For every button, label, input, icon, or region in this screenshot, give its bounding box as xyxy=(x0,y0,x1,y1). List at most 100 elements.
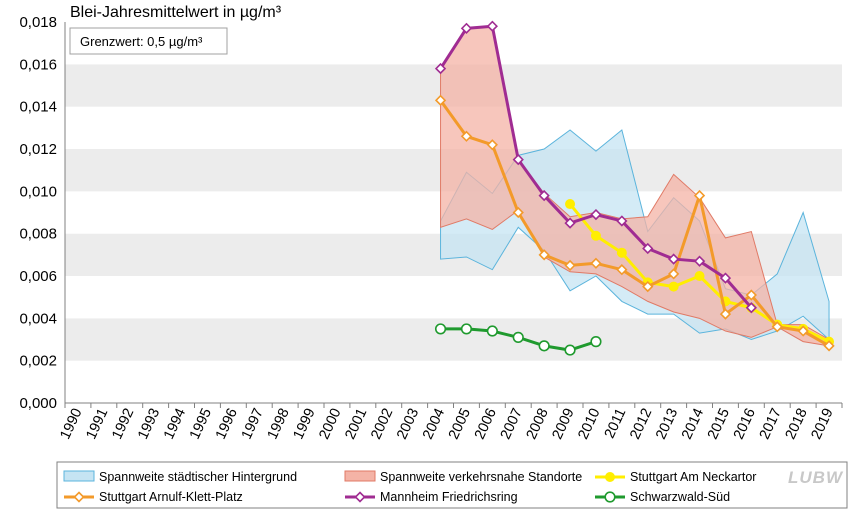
y-tick-label: 0,000 xyxy=(19,395,57,412)
x-tick-label: 2017 xyxy=(757,406,785,442)
y-tick-label: 0,008 xyxy=(19,226,57,243)
legend-swatch xyxy=(344,470,376,482)
data-point xyxy=(590,257,602,269)
legend-box xyxy=(56,461,848,509)
series-schwarzwald-s-d xyxy=(434,323,602,356)
data-point xyxy=(719,272,732,284)
data-point xyxy=(486,325,498,337)
data-point xyxy=(538,340,550,352)
legend-item: Stuttgart Am Neckartor xyxy=(595,470,756,484)
x-tick-label: 2018 xyxy=(783,406,811,442)
y-tick-label: 0,002 xyxy=(19,353,57,370)
legend-item: Spannweite städtischer Hintergrund xyxy=(63,470,297,484)
y-tick-label: 0,004 xyxy=(19,310,57,327)
data-point xyxy=(564,344,576,356)
data-point xyxy=(604,491,616,503)
data-point xyxy=(616,215,628,227)
data-point xyxy=(564,217,576,229)
x-tick-label: 1992 xyxy=(109,406,137,442)
x-tick-labels: 1990199119921993199419951996199719981999… xyxy=(57,406,836,442)
data-point xyxy=(486,139,498,151)
threshold-note: Grenzwert: 0,5 µg/m³ xyxy=(69,27,228,55)
data-point xyxy=(538,249,550,261)
data-point xyxy=(460,130,473,142)
data-point xyxy=(668,281,679,292)
data-point xyxy=(434,94,447,106)
series-stuttgart-arnulf-klett-platz xyxy=(434,94,835,352)
x-tick-label: 2009 xyxy=(550,406,578,442)
legend-label: Spannweite städtischer Hintergrund xyxy=(99,470,297,484)
data-point xyxy=(693,255,706,267)
x-tick-label: 2014 xyxy=(679,406,707,442)
threshold-note-text: Grenzwert: 0,5 µg/m³ xyxy=(80,34,203,49)
data-point xyxy=(512,331,524,343)
data-point xyxy=(538,189,550,202)
series-mannheim-friedrichsring xyxy=(434,20,757,314)
x-tick-label: 1993 xyxy=(135,406,163,442)
data-point xyxy=(605,472,615,482)
x-tick-label: 2003 xyxy=(394,406,422,442)
data-point xyxy=(590,336,602,348)
data-point xyxy=(512,153,524,166)
legend-label: Schwarzwald-Süd xyxy=(630,490,730,504)
x-tick-label: 2019 xyxy=(809,406,837,442)
data-point xyxy=(434,323,447,335)
series-line xyxy=(439,98,831,348)
legend-label: Stuttgart Am Neckartor xyxy=(630,470,756,484)
x-tick-label: 2001 xyxy=(342,406,370,442)
y-tick-label: 0,012 xyxy=(19,141,57,158)
y-tick-label: 0,010 xyxy=(19,183,57,200)
data-point xyxy=(354,491,366,503)
data-point xyxy=(590,208,602,221)
x-tick-label: 1994 xyxy=(161,406,189,442)
legend-items: Spannweite städtischer Hintergrund Spannw… xyxy=(63,470,756,504)
data-point xyxy=(668,268,680,280)
data-point xyxy=(694,271,705,281)
series-lines xyxy=(434,20,835,356)
x-tick-label: 2012 xyxy=(627,406,655,442)
x-tick-label: 2002 xyxy=(368,406,396,442)
x-tick-label: 2010 xyxy=(575,406,603,442)
data-point xyxy=(668,253,680,265)
x-tick-label: 1997 xyxy=(239,406,267,442)
data-point xyxy=(460,323,473,335)
data-point xyxy=(693,189,706,202)
x-tick-label: 1991 xyxy=(83,406,111,442)
data-point xyxy=(73,491,85,503)
x-tick-label: 2015 xyxy=(705,406,733,442)
data-point xyxy=(460,22,473,34)
chart-title: Blei-Jahresmittelwert in µg/m³ xyxy=(70,4,282,21)
legend-label: Stuttgart Arnulf-Klett-Platz xyxy=(99,490,243,504)
data-point xyxy=(745,289,757,301)
x-tick-label: 1999 xyxy=(291,406,319,442)
legend-label: Mannheim Friedrichsring xyxy=(380,490,518,504)
y-tick-label: 0,014 xyxy=(19,99,57,116)
y-tick-label: 0,018 xyxy=(19,14,57,31)
x-tick-label: 2005 xyxy=(446,406,474,442)
axes xyxy=(64,22,843,408)
legend-item: Stuttgart Arnulf-Klett-Platz xyxy=(64,490,243,504)
data-point xyxy=(642,242,654,255)
x-tick-label: 2013 xyxy=(653,406,681,442)
data-point xyxy=(590,230,601,241)
data-point xyxy=(486,20,498,32)
data-point xyxy=(616,264,628,276)
x-tick-label: 1996 xyxy=(213,406,241,442)
data-point xyxy=(745,302,757,314)
y-tick-label: 0,016 xyxy=(19,56,57,73)
x-tick-label: 1995 xyxy=(187,406,215,442)
legend-item: Spannweite verkehrsnahe Standorte xyxy=(344,470,582,484)
x-tick-label: 2008 xyxy=(524,406,552,442)
x-tick-label: 2000 xyxy=(316,406,344,442)
x-tick-label: 2006 xyxy=(472,406,500,442)
x-tick-label: 2011 xyxy=(602,406,630,441)
legend-swatch xyxy=(63,470,95,482)
legend-item: Mannheim Friedrichsring xyxy=(345,490,518,504)
x-tick-label: 2007 xyxy=(498,406,526,442)
data-point xyxy=(565,199,576,210)
data-point xyxy=(823,340,835,352)
lubw-logo: LUBW xyxy=(788,468,844,487)
legend: Spannweite städtischer Hintergrund Spannw… xyxy=(56,461,848,509)
x-tick-label: 1990 xyxy=(57,406,85,442)
x-tick-label: 1998 xyxy=(265,406,293,442)
